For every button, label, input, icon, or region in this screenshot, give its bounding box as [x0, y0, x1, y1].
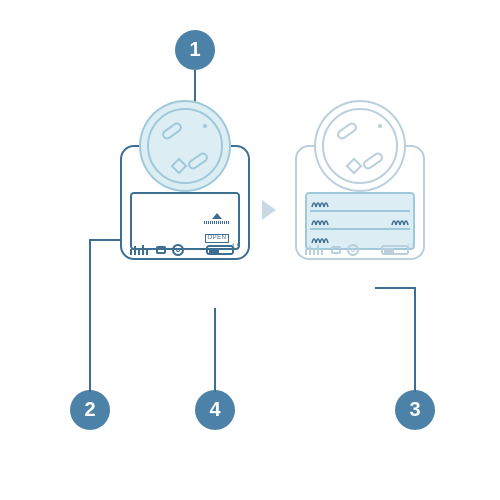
dial-icon: [347, 244, 359, 256]
mounting-head-right: [314, 100, 406, 192]
step-arrow-icon: [262, 200, 276, 220]
switch-scale-right: 1 5: [407, 244, 415, 250]
diagram-stage: 1 2 4 3 OPEN: [0, 0, 500, 500]
dial-icon: [172, 244, 184, 256]
bottom-row-left: 1 5: [130, 244, 240, 256]
spring-icon: [311, 234, 329, 244]
slider-switch-right: [381, 245, 409, 255]
mounting-head-left: [139, 100, 231, 192]
open-text: OPEN: [205, 234, 228, 243]
battery-cover: OPEN: [130, 192, 240, 250]
battery-bay: [305, 192, 415, 250]
leader-lines: [0, 0, 500, 500]
switch-scale-left: 1 5: [232, 244, 240, 250]
spring-icon: [391, 216, 409, 226]
device-right: 1 5: [295, 100, 425, 260]
spring-icon: [311, 198, 329, 208]
spring-icon: [311, 216, 329, 226]
device-left: OPEN 1 5: [120, 100, 250, 260]
bottom-row-right: 1 5: [305, 244, 415, 256]
slider-switch-left: [206, 245, 234, 255]
open-label: OPEN: [204, 213, 230, 244]
